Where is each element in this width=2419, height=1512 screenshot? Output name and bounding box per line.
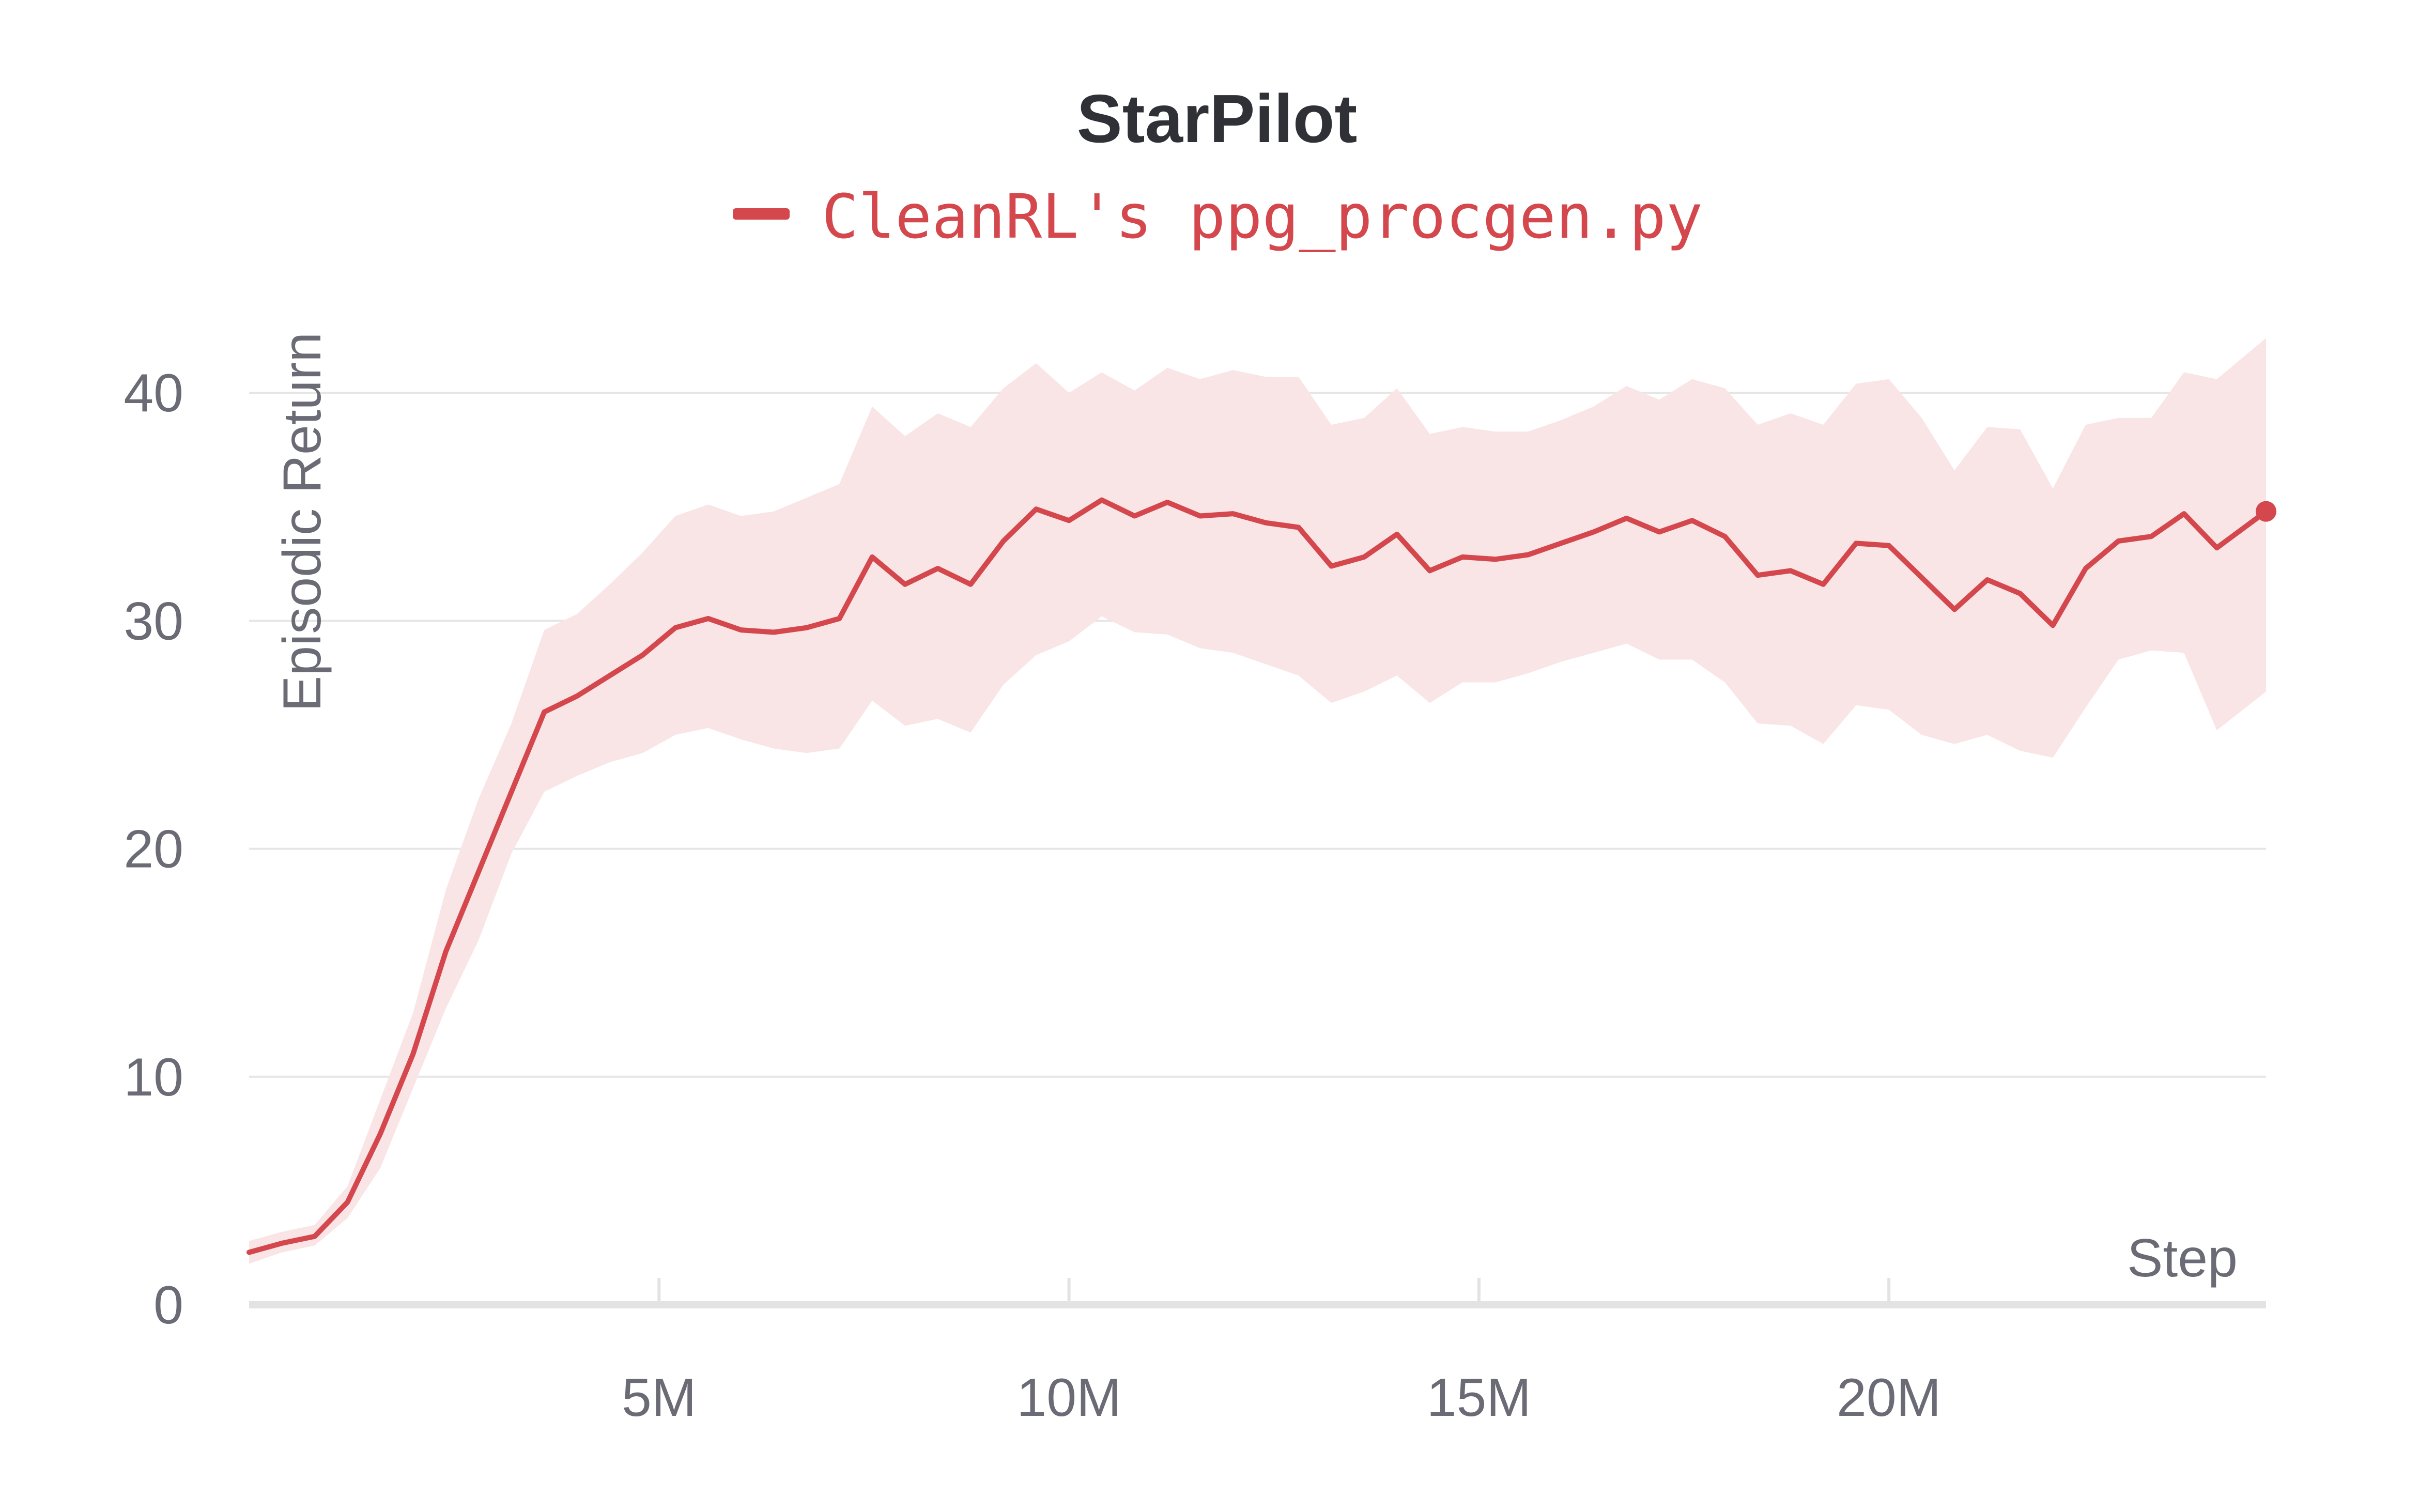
x-tick-labels: 5M 10M 15M 20M [622, 1368, 1941, 1428]
x-tick-label: 15M [1427, 1368, 1531, 1428]
x-axis-label: Step [2127, 1228, 2238, 1288]
series-confidence-band [249, 338, 2266, 1264]
series-line [246, 497, 2269, 1255]
series-end-point [2256, 501, 2276, 522]
y-tick-label: 0 [153, 1275, 183, 1335]
series-line-layer [246, 497, 2276, 1255]
legend: CleanRL's ppg_procgen.py [733, 181, 1703, 252]
legend-swatch [733, 208, 790, 220]
y-axis-label: Episodic Return [272, 332, 332, 712]
y-tick-label: 40 [124, 363, 183, 423]
x-tick-label: 10M [1016, 1368, 1121, 1428]
y-tick-label: 20 [124, 820, 183, 880]
x-tick-label: 20M [1837, 1368, 1941, 1428]
y-tick-label: 10 [124, 1047, 183, 1107]
chart-title: StarPilot [1077, 81, 1358, 157]
confidence-band-layer [249, 338, 2266, 1264]
y-tick-labels: 0 10 20 30 40 [124, 363, 183, 1335]
legend-label-series: CleanRL's ppg_procgen.py [822, 181, 1703, 252]
y-tick-label: 30 [124, 591, 183, 651]
x-tick-label: 5M [622, 1368, 696, 1428]
x-axis [249, 1278, 2266, 1308]
